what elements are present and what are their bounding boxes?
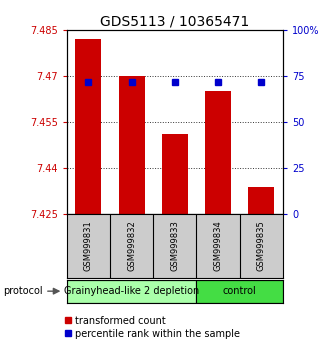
Bar [162, 135, 188, 214]
Text: GSM999831: GSM999831 [84, 221, 93, 272]
Text: GSM999832: GSM999832 [127, 221, 136, 272]
Bar [248, 187, 274, 214]
Text: Grainyhead-like 2 depletion: Grainyhead-like 2 depletion [64, 286, 199, 296]
Text: GSM999833: GSM999833 [170, 221, 179, 272]
Bar [119, 76, 145, 214]
Bar [196, 280, 283, 303]
Legend: transformed count, percentile rank within the sample: transformed count, percentile rank withi… [65, 316, 240, 338]
Text: protocol: protocol [3, 286, 43, 296]
Text: control: control [223, 286, 257, 296]
Text: GSM999834: GSM999834 [213, 221, 223, 272]
Text: GSM999835: GSM999835 [257, 221, 266, 272]
Bar [205, 91, 231, 214]
Bar [67, 280, 196, 303]
Title: GDS5113 / 10365471: GDS5113 / 10365471 [100, 15, 249, 29]
Bar [75, 39, 101, 214]
